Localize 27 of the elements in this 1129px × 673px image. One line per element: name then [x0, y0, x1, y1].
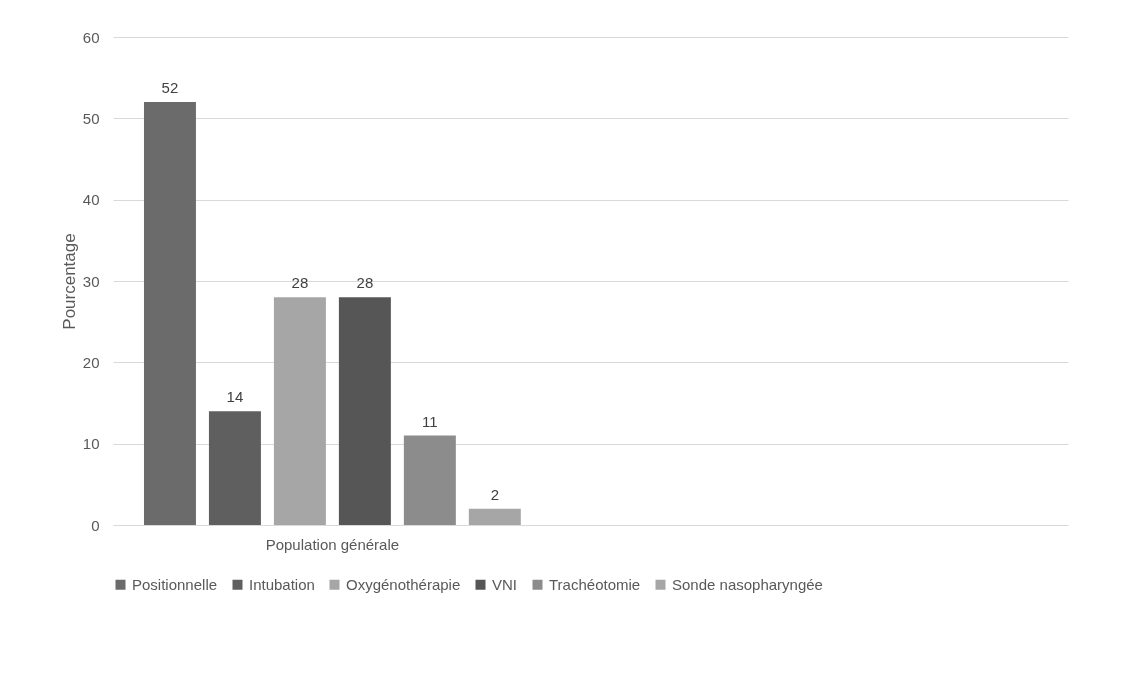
- bar: [208, 411, 261, 525]
- bar: [338, 297, 391, 525]
- bar: [468, 508, 521, 525]
- y-tick-label: 50: [82, 109, 100, 127]
- legend-label: Intubation: [249, 575, 315, 593]
- data-label: 14: [226, 388, 244, 406]
- legend-label: VNI: [492, 575, 518, 593]
- data-label: 11: [422, 412, 438, 430]
- data-label: 28: [356, 274, 374, 292]
- bar: [403, 435, 456, 525]
- data-label: 2: [490, 485, 499, 503]
- y-tick-label: 40: [82, 191, 100, 209]
- y-axis-title: Pourcentage: [59, 233, 79, 330]
- y-tick-label: 20: [82, 353, 100, 371]
- y-tick-label: 30: [82, 272, 100, 290]
- bar: [273, 297, 326, 525]
- legend-label: Sonde nasopharyngée: [672, 575, 823, 593]
- legend-label: Trachéotomie: [549, 575, 641, 593]
- x-tick-label: Population générale: [265, 535, 400, 553]
- data-label: 52: [161, 79, 179, 97]
- legend-label: Positionnelle: [132, 575, 218, 593]
- data-label: 28: [291, 274, 309, 292]
- bar: [143, 102, 196, 525]
- legend-label: Oxygénothérapie: [346, 575, 461, 593]
- y-tick-label: 0: [91, 516, 100, 534]
- y-tick-label: 60: [82, 28, 100, 46]
- y-tick-label: 10: [82, 435, 100, 453]
